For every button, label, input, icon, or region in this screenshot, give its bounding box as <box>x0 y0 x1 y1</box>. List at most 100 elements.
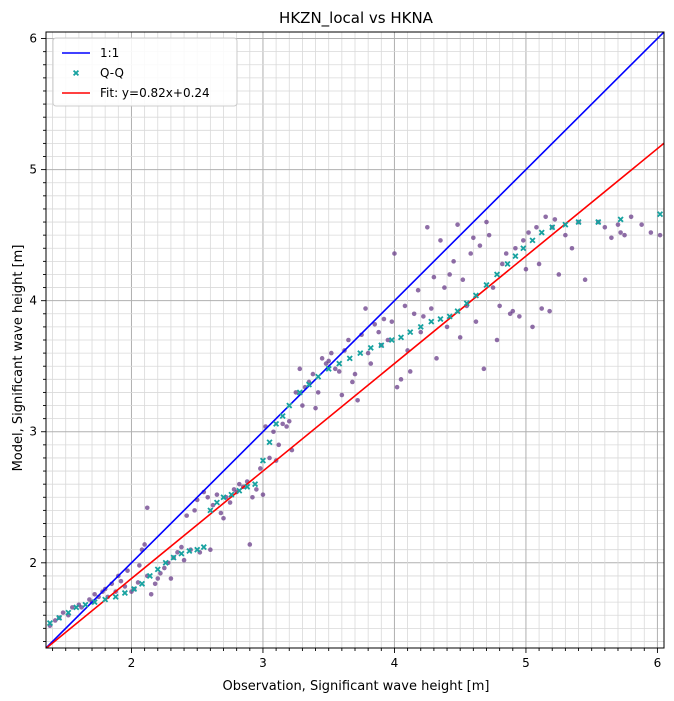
qq-marker <box>146 572 153 579</box>
scatter-point <box>628 214 634 220</box>
scatter-point <box>481 366 487 372</box>
scatter-point <box>411 311 417 317</box>
scatter-point <box>385 337 391 343</box>
y-tick-label: 5 <box>29 163 37 177</box>
scatter-point <box>52 618 58 623</box>
scatter-point <box>247 542 253 547</box>
qq-marker <box>194 546 201 553</box>
scatter-point <box>118 578 124 584</box>
qq-marker <box>417 323 424 330</box>
scatter-point <box>236 481 242 487</box>
scatter-point <box>398 377 404 382</box>
qq-marker <box>46 620 53 627</box>
qq-marker <box>73 604 80 611</box>
scatter-point <box>148 591 154 597</box>
scatter-point <box>415 287 421 293</box>
scatter-point <box>539 306 545 311</box>
scatter-point <box>158 570 163 576</box>
scatter-point <box>286 418 292 424</box>
scatter-point <box>582 277 588 283</box>
scatter-point <box>227 500 233 505</box>
qq-marker <box>207 507 214 514</box>
qq-marker <box>220 494 227 501</box>
scatter-point <box>526 230 531 235</box>
legend-marker-swatch <box>72 69 80 77</box>
scatter-point <box>392 251 397 256</box>
scatter-point <box>319 356 325 361</box>
scatter-point <box>326 358 332 364</box>
scatter-point <box>372 321 378 327</box>
y-tick-label: 4 <box>29 294 37 308</box>
qq-marker <box>56 614 63 621</box>
qq-marker <box>213 499 220 506</box>
qq-marker <box>346 355 353 362</box>
scatter-point <box>543 214 548 220</box>
qq-marker <box>520 245 527 252</box>
qq-marker <box>512 253 519 260</box>
scatter-point <box>552 217 558 222</box>
scatter-point <box>363 306 368 311</box>
scatter-point <box>431 274 437 280</box>
scatter-point <box>336 369 342 374</box>
qq-marker <box>446 313 453 320</box>
qq-marker <box>228 491 235 498</box>
scatter-point <box>615 222 621 227</box>
qq-marker <box>388 336 395 344</box>
qq-marker <box>493 271 501 278</box>
scatter-point <box>168 576 174 581</box>
chart-title: HKZN_local vs HKNA <box>279 9 434 28</box>
scatter-point <box>484 219 489 225</box>
qq-marker <box>483 281 490 288</box>
scatter-point <box>258 466 263 471</box>
y-tick-label: 2 <box>29 556 37 570</box>
scatter-point <box>329 350 334 356</box>
scatter-point <box>473 319 479 324</box>
qq-marker <box>200 544 207 551</box>
scatter-point <box>490 285 496 290</box>
qq-marker <box>244 483 251 490</box>
scatter-point <box>639 222 644 227</box>
qq-marker <box>437 315 444 323</box>
legend-label: 1:1 <box>100 46 119 60</box>
qq-marker <box>102 596 109 603</box>
qq-marker <box>178 550 185 557</box>
scatter-point <box>152 581 158 587</box>
scatter-point <box>192 508 197 513</box>
qq-marker <box>131 585 138 593</box>
scatter-point <box>352 371 358 377</box>
scatter-point <box>428 306 434 311</box>
scatter-point <box>280 421 285 427</box>
scatter-point <box>125 568 130 573</box>
scatter-point <box>486 232 492 238</box>
scatter-point <box>297 366 303 372</box>
scatter-point <box>657 232 663 238</box>
scatter-point <box>92 591 97 597</box>
scatter-point <box>442 285 447 290</box>
legend-box <box>52 37 238 107</box>
scatter-point <box>530 324 535 330</box>
scatter-point <box>402 303 408 309</box>
qq-marker <box>296 389 303 396</box>
scatter-point <box>284 424 289 429</box>
qq-marker <box>65 609 72 616</box>
scatter-point <box>142 542 147 547</box>
qq-marker <box>538 229 545 236</box>
scatter-point <box>523 266 529 272</box>
qq-marker <box>286 402 293 409</box>
scatter-point <box>547 308 552 314</box>
scatter-point <box>521 238 526 243</box>
scatter-point <box>300 403 305 408</box>
scatter-point <box>293 390 299 395</box>
scatter-point <box>648 230 654 235</box>
scatter-point <box>69 605 75 610</box>
qq-marker <box>273 420 280 427</box>
y-tick-label: 3 <box>29 425 37 439</box>
qq-marker <box>252 481 259 488</box>
fit-line <box>46 142 664 648</box>
qq-marker <box>305 381 313 388</box>
x-tick-label: 3 <box>259 656 267 670</box>
x-tick-label: 5 <box>522 656 530 670</box>
qq-marker <box>154 566 161 573</box>
qq-marker <box>378 342 385 349</box>
